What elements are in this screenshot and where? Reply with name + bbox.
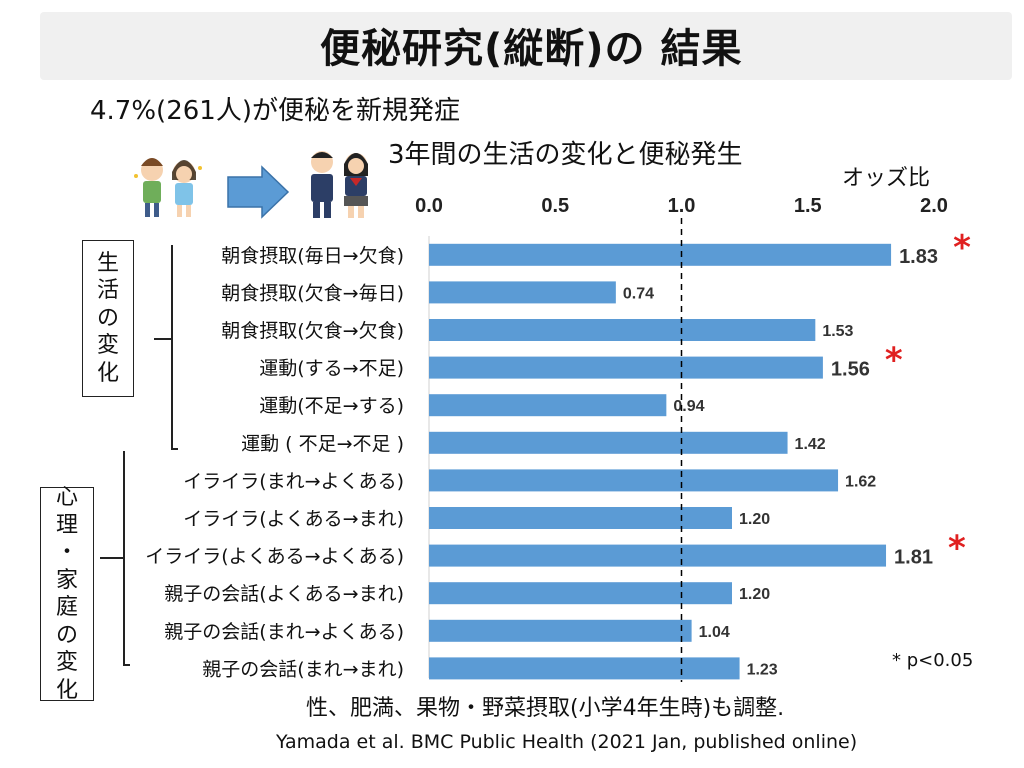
group-label-char: 家 <box>55 567 78 593</box>
category-label: 運動(不足→する) <box>259 395 404 417</box>
value-label: 1.04 <box>699 624 730 641</box>
students-illustration <box>311 151 368 218</box>
category-label: 朝食摂取(欠食→毎日) <box>221 282 404 304</box>
group-label-char: 生 <box>96 250 119 276</box>
category-label: イライラ(よくある→よくある) <box>145 546 404 568</box>
group-label-char: ・ <box>55 540 78 565</box>
group-label-psych-family: 心 理 ・ 家 庭 の 変 化 <box>40 485 94 703</box>
children-illustration <box>134 158 202 217</box>
value-label: 1.20 <box>739 511 770 528</box>
group-label-char: 理 <box>55 512 78 538</box>
category-label: 親子の会話(よくある→まれ) <box>164 583 404 605</box>
value-label: 0.94 <box>673 398 704 415</box>
bar <box>429 544 887 567</box>
x-tick-label: 0.5 <box>541 195 569 217</box>
group-bracket-lifestyle <box>171 245 178 450</box>
value-label: 1.42 <box>795 436 826 453</box>
group-label-char: 化 <box>55 677 78 703</box>
group-label-char: 庭 <box>55 595 78 620</box>
group-label-char: 活 <box>96 278 119 304</box>
category-label: 朝食摂取(毎日→欠食) <box>221 245 404 267</box>
value-label: 0.74 <box>623 285 654 302</box>
axis-title: オッズ比 <box>842 166 931 191</box>
category-label: イライラ(まれ→よくある) <box>183 470 404 492</box>
bar <box>429 582 732 605</box>
x-tick-label: 1.0 <box>668 195 696 217</box>
significance-marker: * <box>953 228 971 268</box>
value-label: 1.56 <box>831 359 870 381</box>
x-tick-label: 2.0 <box>920 195 948 217</box>
category-label: 親子の会話(まれ→よくある) <box>164 621 404 643</box>
value-label: 1.83 <box>899 246 938 268</box>
group-label-lifestyle: 生 活 の 変 化 <box>82 240 134 397</box>
value-label: 1.81 <box>894 547 933 569</box>
bar <box>429 356 823 379</box>
bar <box>429 281 616 304</box>
bar <box>429 469 839 492</box>
bar <box>429 619 692 642</box>
bar <box>429 431 788 454</box>
value-label: 1.20 <box>739 586 770 603</box>
category-label: イライラ(よくある→まれ) <box>183 508 404 530</box>
adjustment-note: 性、肥満、果物・野菜摂取(小学4年生時)も調整. <box>306 696 785 721</box>
group-label-char: 変 <box>96 333 119 359</box>
significance-marker: * <box>885 341 903 381</box>
value-label: 1.62 <box>845 473 876 490</box>
title-bar <box>40 12 1012 80</box>
significance-marker: * <box>948 529 966 569</box>
group-label-char: 変 <box>55 650 78 675</box>
arrow-right-icon <box>227 165 290 219</box>
category-label: 親子の会話(まれ→まれ) <box>202 658 404 680</box>
x-tick-label: 1.5 <box>794 195 822 217</box>
value-label: 1.53 <box>822 323 853 340</box>
category-label: 朝食摂取(欠食→欠食) <box>221 320 404 342</box>
chart-subtitle: 3年間の生活の変化と便秘発生 <box>388 140 743 170</box>
significance-footnote: * p<0.05 <box>892 650 974 671</box>
x-tick-label: 0.0 <box>415 195 443 217</box>
category-label: 運動 ( 不足→不足 ) <box>241 433 404 455</box>
headline: 4.7%(261人)が便秘を新規発症 <box>90 96 460 126</box>
bar <box>429 394 667 417</box>
bar <box>429 657 740 680</box>
value-label: 1.23 <box>747 661 778 678</box>
bar <box>429 507 732 529</box>
group-label-char: の <box>96 305 119 331</box>
page-title: 便秘研究(縦断)の 結果 <box>320 26 743 72</box>
category-label: 運動(する→不足) <box>259 358 404 380</box>
group-label-char: 心 <box>55 485 78 510</box>
bar <box>429 319 816 341</box>
citation: Yamada et al. BMC Public Health (2021 Ja… <box>276 731 858 753</box>
group-bracket-psych <box>123 451 130 666</box>
group-label-char: 化 <box>96 360 119 386</box>
bar <box>429 243 892 266</box>
group-label-char: の <box>55 622 78 648</box>
